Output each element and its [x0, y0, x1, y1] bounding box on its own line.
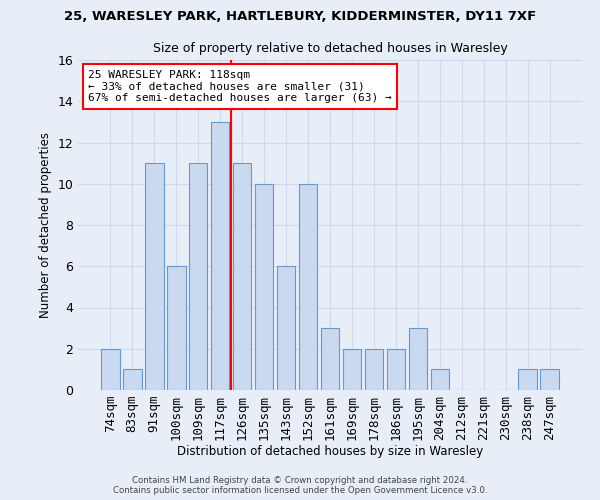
Bar	[145, 163, 164, 390]
Bar	[123, 370, 142, 390]
X-axis label: Distribution of detached houses by size in Waresley: Distribution of detached houses by size …	[177, 446, 483, 458]
Bar	[386, 349, 405, 390]
Bar	[343, 349, 361, 390]
Bar	[255, 184, 274, 390]
Bar	[431, 370, 449, 390]
Bar	[211, 122, 229, 390]
Y-axis label: Number of detached properties: Number of detached properties	[39, 132, 52, 318]
Bar	[167, 266, 185, 390]
Bar	[299, 184, 317, 390]
Bar	[189, 163, 208, 390]
Bar	[409, 328, 427, 390]
Bar	[233, 163, 251, 390]
Bar	[277, 266, 295, 390]
Text: 25 WARESLEY PARK: 118sqm
← 33% of detached houses are smaller (31)
67% of semi-d: 25 WARESLEY PARK: 118sqm ← 33% of detach…	[88, 70, 392, 103]
Bar	[518, 370, 537, 390]
Text: Contains HM Land Registry data © Crown copyright and database right 2024.
Contai: Contains HM Land Registry data © Crown c…	[113, 476, 487, 495]
Title: Size of property relative to detached houses in Waresley: Size of property relative to detached ho…	[152, 42, 508, 54]
Text: 25, WARESLEY PARK, HARTLEBURY, KIDDERMINSTER, DY11 7XF: 25, WARESLEY PARK, HARTLEBURY, KIDDERMIN…	[64, 10, 536, 23]
Bar	[101, 349, 119, 390]
Bar	[365, 349, 383, 390]
Bar	[320, 328, 340, 390]
Bar	[541, 370, 559, 390]
